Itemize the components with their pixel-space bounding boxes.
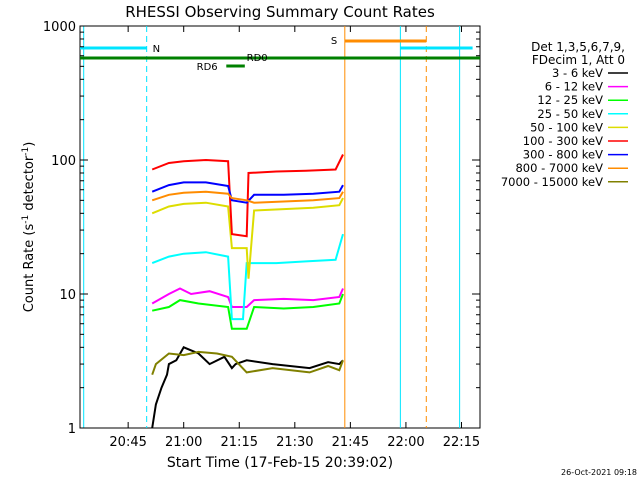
y-tick-label: 10 — [59, 288, 76, 303]
legend-label-4: 50 - 100 keV — [530, 120, 603, 134]
legend-label-3: 25 - 50 keV — [537, 107, 603, 121]
legend: Det 1,3,5,6,7,9, FDecim 1, Att 0 3 - 6 k… — [501, 40, 628, 189]
rd0-label: RD0 — [247, 53, 268, 64]
series-line-3 — [151, 233, 344, 321]
y-axis-label-end: ) — [22, 142, 37, 147]
legend-header-2: FDecim 1, Att 0 — [532, 53, 625, 67]
series-line-6 — [151, 181, 344, 204]
chart-title: RHESSI Observing Summary Count Rates — [125, 3, 435, 21]
series-line-0 — [151, 346, 344, 429]
footer-timestamp: 26-Oct-2021 09:18 — [561, 468, 637, 477]
x-tick-label: 20:45 — [109, 435, 146, 450]
x-ticks: 20:45 21:00 21:15 21:30 21:45 22:00 22:15 — [109, 26, 480, 450]
legend-label-7: 800 - 7000 keV — [515, 161, 603, 175]
series-line-1 — [151, 287, 344, 308]
x-tick-label: 21:15 — [221, 435, 258, 450]
y-axis-label-mid: detector — [22, 155, 37, 215]
series-layer — [151, 154, 344, 429]
series-line-2 — [151, 293, 344, 330]
night-label: N — [153, 44, 160, 55]
legend-label-0: 3 - 6 keV — [552, 66, 603, 80]
legend-label-2: 12 - 25 keV — [537, 93, 603, 107]
saa-label: S — [331, 36, 337, 47]
y-axis-label: Count Rate (s-1 detector-1) — [21, 142, 37, 313]
y-ticks: 1 10 100 1000 — [43, 20, 480, 437]
x-tick-label: 21:30 — [276, 435, 313, 450]
y-axis-label-sup2: -1 — [21, 147, 31, 156]
x-axis-label: Start Time (17-Feb-15 20:39:02) — [167, 455, 393, 471]
legend-header-1: Det 1,3,5,6,7,9, — [531, 40, 625, 54]
annotation-layer: N S RD0 RD6 — [80, 26, 480, 428]
series-line-4 — [151, 197, 344, 279]
legend-label-6: 300 - 800 keV — [523, 148, 603, 162]
legend-label-5: 100 - 300 keV — [523, 134, 603, 148]
x-tick-label: 21:45 — [332, 435, 369, 450]
plot-frame — [79, 25, 481, 429]
y-axis-label-sup1: -1 — [21, 215, 31, 224]
y-tick-label: 1000 — [43, 20, 76, 35]
legend-label-8: 7000 - 15000 keV — [501, 175, 603, 189]
series-line-7 — [151, 190, 344, 204]
y-axis-label-main: Count Rate (s — [22, 224, 37, 313]
x-tick-label: 22:15 — [443, 435, 480, 450]
y-tick-label: 1 — [68, 422, 76, 437]
x-tick-label: 21:00 — [165, 435, 202, 450]
y-tick-label: 100 — [51, 154, 76, 169]
x-tick-label: 22:00 — [387, 435, 424, 450]
series-line-8 — [151, 350, 344, 376]
series-line-5 — [151, 154, 344, 238]
legend-label-1: 6 - 12 keV — [545, 80, 603, 94]
rd6-label: RD6 — [197, 62, 218, 73]
